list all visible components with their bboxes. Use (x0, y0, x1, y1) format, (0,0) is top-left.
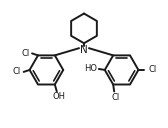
Text: Cl: Cl (111, 93, 119, 102)
Text: Cl: Cl (13, 67, 21, 76)
Text: Cl: Cl (148, 65, 156, 74)
Text: HO: HO (85, 64, 97, 73)
Text: OH: OH (52, 92, 65, 101)
Text: N: N (80, 45, 88, 55)
Text: Cl: Cl (21, 49, 29, 58)
